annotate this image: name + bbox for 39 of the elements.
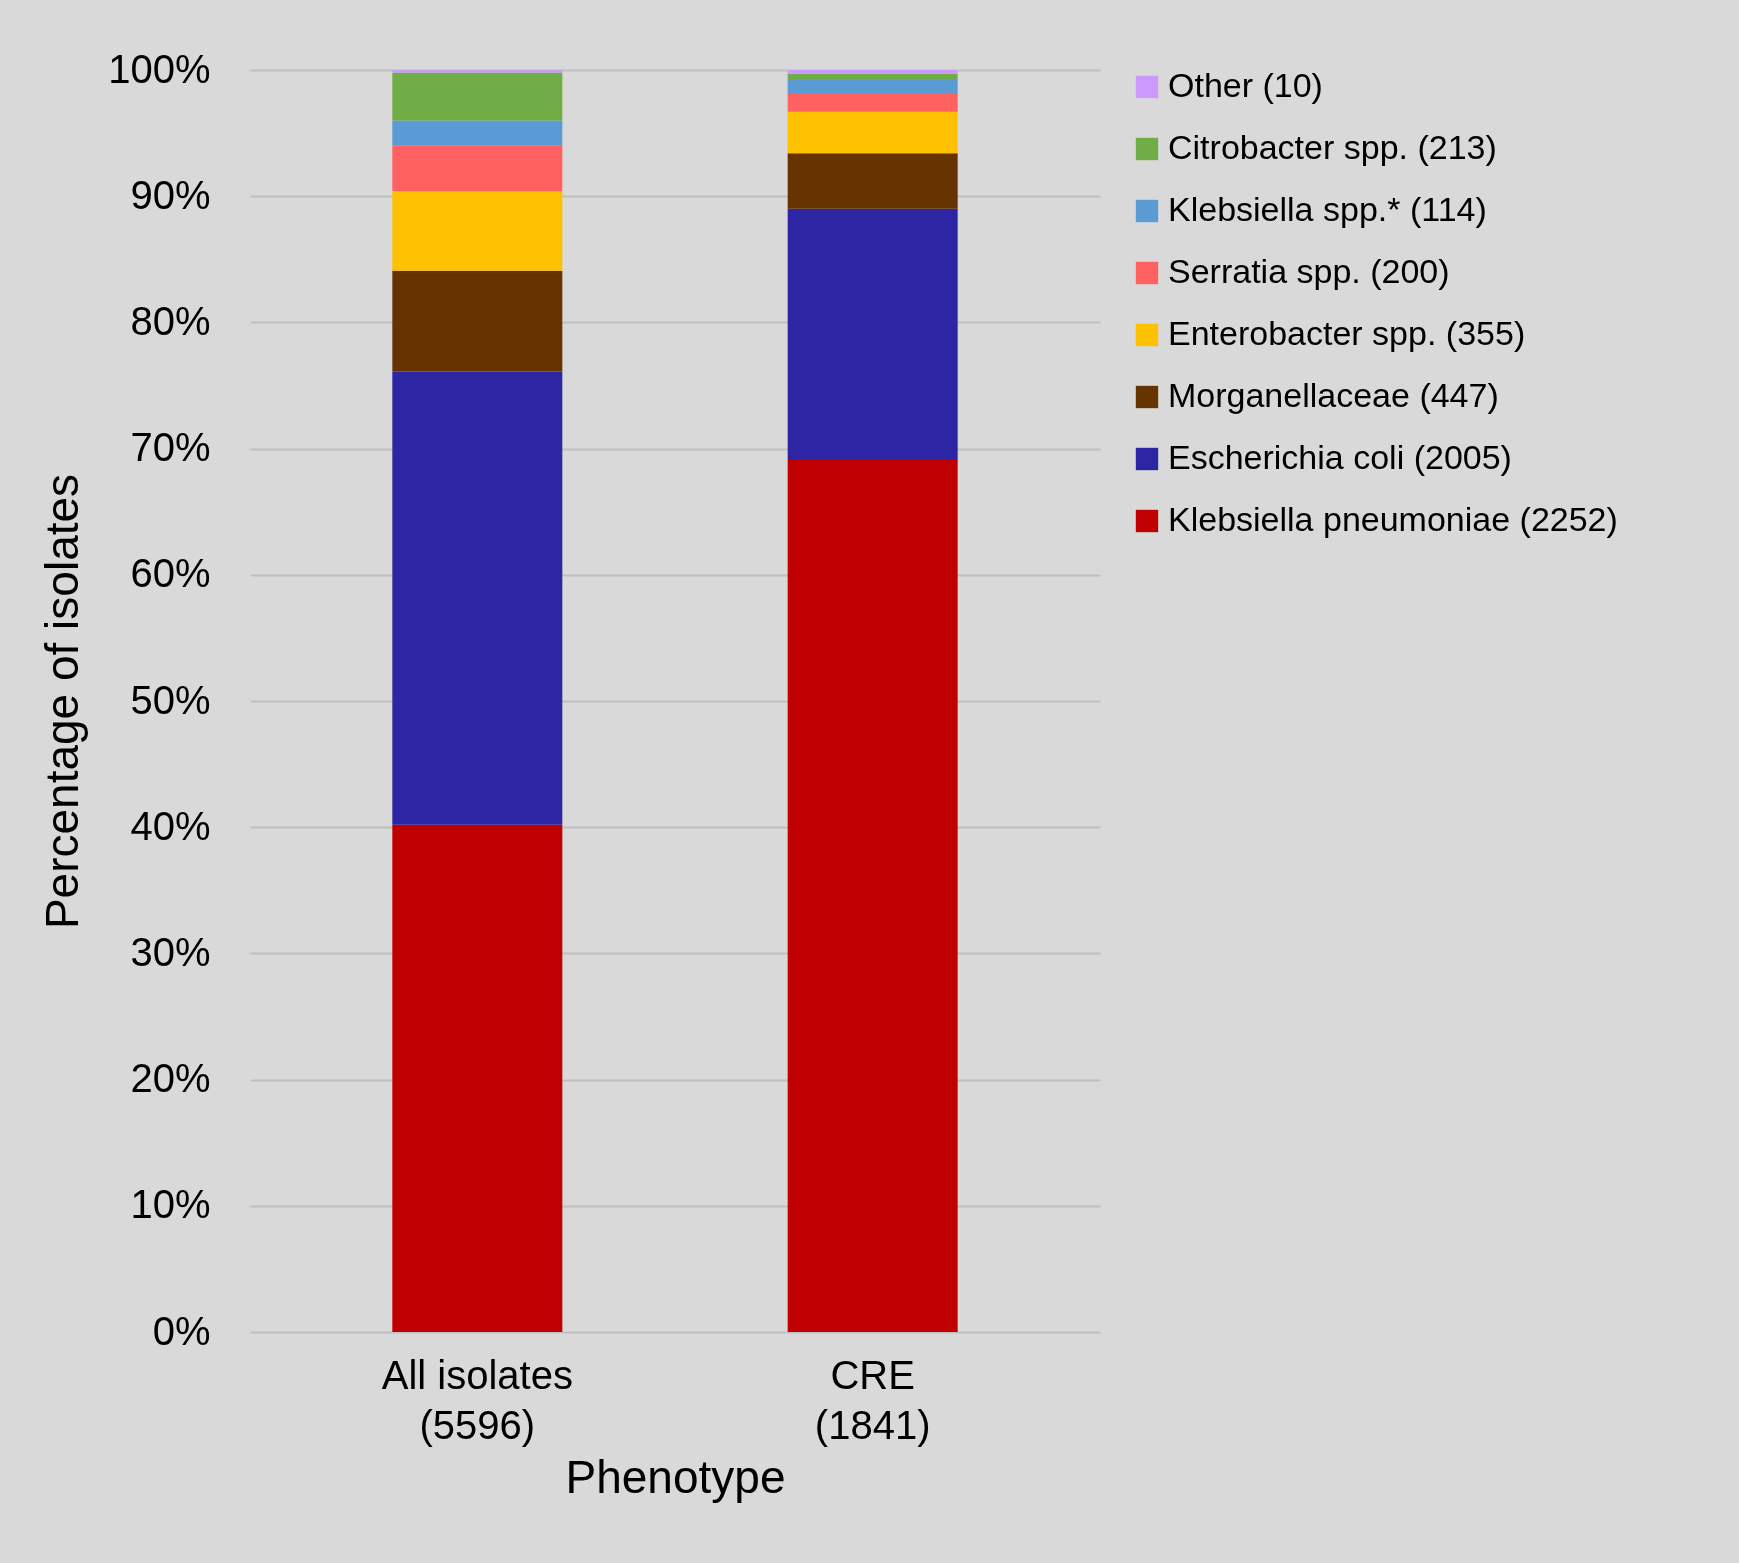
bar [787,93,958,112]
y-tick-label: 40% [130,803,211,848]
bar [392,270,563,372]
legend-label: Serratia spp. (200) [1168,252,1450,290]
x-tick-label: CRE (1841) [814,1352,931,1447]
y-axis-title: Percentage of isolates [36,473,89,930]
bar [392,72,563,121]
y-tick-label: 0% [152,1308,211,1353]
y-tick-label: 20% [130,1056,211,1101]
y-tick-label: 70% [130,425,211,470]
legend-label: Morganellaceae (447) [1168,376,1499,414]
bar [392,824,563,1332]
legend-label: Citrobacter spp. (213) [1168,128,1497,166]
y-tick-label: 60% [130,551,211,596]
y-tick-label: 30% [130,929,211,974]
bar [392,120,563,146]
bar [392,191,563,271]
bar [787,70,958,74]
bar [787,111,958,154]
bar [787,153,958,209]
x-tick-label: All isolates (5596) [381,1352,573,1447]
y-tick-label: 90% [130,172,211,217]
bar [787,73,958,81]
bar [787,459,958,1332]
legend-label: Klebsiella pneumoniae (2252) [1168,500,1618,538]
legend-label: Other (10) [1168,66,1323,104]
y-tick-label: 80% [130,298,211,343]
y-tick-label: 50% [130,677,211,722]
legend-label: Enterobacter spp. (355) [1168,314,1526,352]
y-tick-label: 100% [108,46,211,91]
bar [787,208,958,460]
bar [787,80,958,94]
bar [392,371,563,825]
bar [392,70,563,73]
y-tick-label: 10% [130,1182,211,1227]
legend-label: Escherichia coli (2005) [1168,438,1512,476]
x-axis-title: Phenotype [565,1450,786,1503]
bar [392,145,563,192]
legend-label: Klebsiella spp.* (114) [1168,190,1487,228]
